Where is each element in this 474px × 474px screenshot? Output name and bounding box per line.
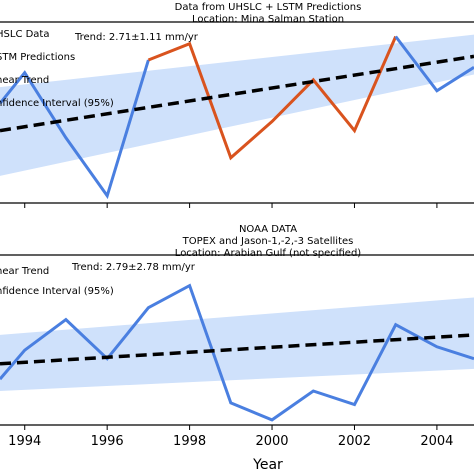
legend-entry: near Trend bbox=[0, 266, 49, 277]
trend-annotation: Trend: 2.71±1.11 mm/yr bbox=[74, 32, 199, 43]
legend-entry: nfidence Interval (95%) bbox=[0, 98, 114, 109]
trend-line bbox=[0, 54, 474, 133]
x-tick-label: 1998 bbox=[173, 434, 206, 449]
series-line-0 bbox=[0, 59, 150, 200]
trend-annotation: Trend: 2.79±2.78 mm/yr bbox=[71, 262, 196, 273]
x-tick-label: 2004 bbox=[420, 434, 453, 449]
x-tick-label: 1994 bbox=[8, 434, 41, 449]
confidence-band bbox=[0, 297, 474, 391]
series-line-0 bbox=[0, 283, 474, 422]
chart-subtitle: Location: Arabian Gulf (not specified) bbox=[175, 248, 362, 259]
x-tick-label: 2000 bbox=[255, 434, 288, 449]
x-axis-label: Year bbox=[252, 457, 283, 473]
legend-entry: STM Predictions bbox=[0, 52, 75, 63]
legend-entry: near Trend bbox=[0, 75, 49, 86]
x-tick-label: 2002 bbox=[338, 434, 371, 449]
trend-line bbox=[0, 333, 474, 366]
chart-title: NOAA DATA bbox=[239, 224, 297, 235]
chart-subtitle: Location: Mina Salman Station bbox=[192, 14, 344, 25]
top-panel: Data from UHSLC + LSTM PredictionsLocati… bbox=[0, 2, 474, 208]
legend-entry: nfidence Interval (95%) bbox=[0, 286, 114, 297]
x-tick-label: 1996 bbox=[91, 434, 124, 449]
chart-subtitle: TOPEX and Jason-1,-2,-3 Satellites bbox=[182, 236, 354, 247]
chart-title: Data from UHSLC + LSTM Predictions bbox=[175, 2, 362, 13]
series-line-2 bbox=[394, 35, 474, 93]
series-line-1 bbox=[147, 35, 398, 161]
confidence-band bbox=[0, 34, 474, 176]
legend-entry: HSLC Data bbox=[0, 29, 49, 40]
